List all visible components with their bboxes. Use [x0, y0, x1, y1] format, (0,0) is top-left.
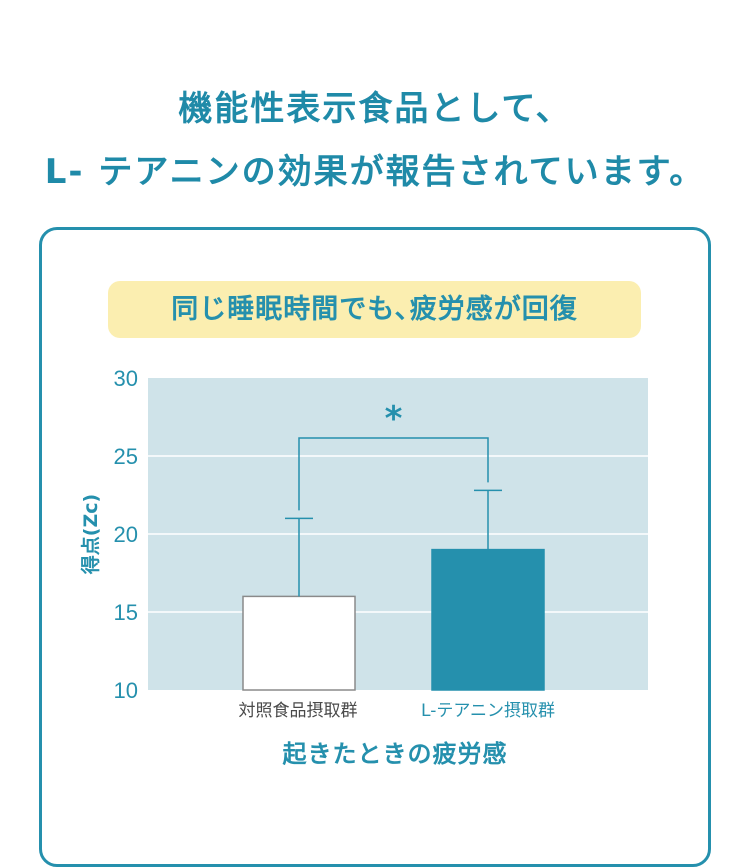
y-tick-label: 20 [114, 522, 138, 547]
y-tick-label: 25 [114, 444, 138, 469]
y-tick-label: 10 [114, 678, 138, 703]
bar-control [242, 595, 356, 691]
significance-bracket [298, 437, 489, 511]
x-category-label-control: 対照食品摂取群 [238, 701, 358, 721]
headline-line-1: 機能性表示食品として、 [178, 89, 572, 129]
x-category-label-theanine: L-テアニン摂取群 [421, 701, 555, 721]
y-tick-label: 15 [114, 600, 138, 625]
y-axis-title: 得点(Zc) [79, 494, 102, 575]
bar-theanine [431, 548, 545, 691]
significance-marker: * [385, 399, 403, 439]
chart-banner: 同じ睡眠時間でも､疲労感が回復 [108, 281, 641, 338]
x-axis-title: 起きたときの疲労感 [282, 740, 508, 768]
headline-line-2: L- テアニンの効果が報告されています。 [44, 152, 706, 192]
bar-chart: 10 15 20 25 30 得点(Zc) * [79, 366, 648, 703]
y-tick-label: 30 [114, 366, 138, 391]
